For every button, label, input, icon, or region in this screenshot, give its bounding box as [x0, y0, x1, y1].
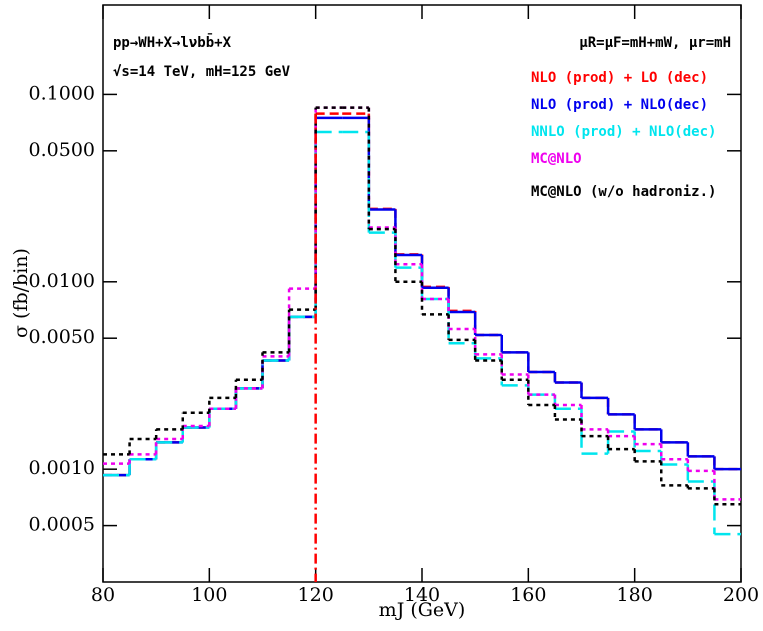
- y-tick-label: 0.0500: [29, 139, 95, 161]
- y-tick-label: 0.0100: [29, 270, 95, 292]
- legend-label: MC@NLO: [531, 151, 582, 167]
- x-tick-label: 80: [91, 584, 115, 606]
- x-axis-label: mJ (GeV): [379, 599, 466, 621]
- annotation: pp→WH+X→lνbb̄+X: [113, 32, 232, 51]
- legend-label: MC@NLO (w/o hadroniz.): [531, 184, 716, 200]
- legend-label: NLO (prod) + LO (dec): [531, 70, 708, 86]
- annotation: μR=μF=mH+mW, μr=mH: [579, 35, 731, 51]
- x-tick-label: 120: [298, 584, 334, 606]
- x-tick-label: 160: [510, 584, 546, 606]
- x-tick-label: 180: [617, 584, 653, 606]
- series: [103, 106, 741, 501]
- x-tick-label: 200: [723, 584, 759, 606]
- x-tick-label: 140: [404, 584, 440, 606]
- x-tick-label: 100: [191, 584, 227, 606]
- y-tick-label: 0.0050: [29, 326, 95, 348]
- y-tick-label: 0.0005: [29, 514, 95, 536]
- legend-label: NLO (prod) + NLO(dec): [531, 97, 708, 113]
- legend-label: NNLO (prod) + NLO(dec): [531, 124, 716, 140]
- y-axis-label: σ (fb/bin): [10, 248, 32, 338]
- y-tick-label: 0.1000: [29, 82, 95, 104]
- annotation: √s=14 TeV, mH=125 GeV: [113, 64, 291, 80]
- y-tick-label: 0.0010: [29, 457, 95, 479]
